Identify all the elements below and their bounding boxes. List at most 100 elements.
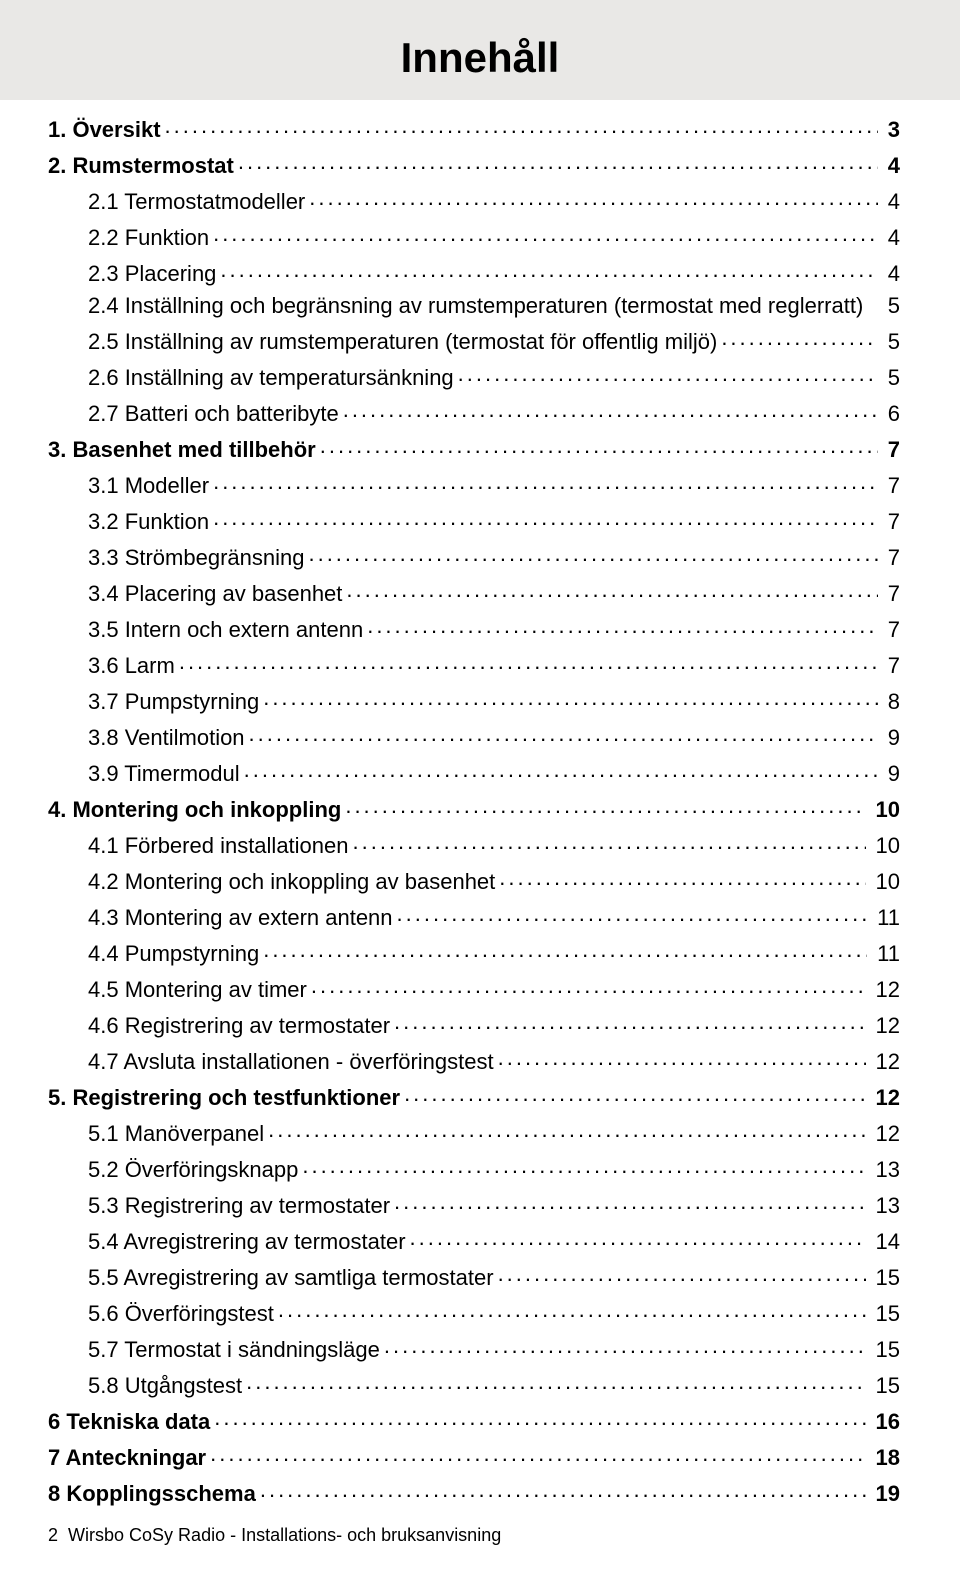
toc-row: 5.6 Överföringstest15 — [48, 1294, 900, 1330]
toc-row: 3.7 Pumpstyrning8 — [48, 682, 900, 718]
toc-label: 2.4 Inställning och begränsning av rumst… — [88, 295, 882, 317]
toc-leader-dots — [165, 115, 878, 137]
toc-label: 6 Tekniska data — [48, 1411, 210, 1433]
toc-leader-dots — [346, 579, 877, 601]
toc-page-number: 11 — [871, 943, 900, 965]
toc-page-number: 15 — [870, 1375, 900, 1397]
toc-page-number: 9 — [882, 763, 900, 785]
toc-row: 2.7 Batteri och batteribyte 6 — [48, 394, 900, 430]
toc-row: 3.1 Modeller 7 — [48, 466, 900, 502]
toc-page-number: 12 — [870, 1051, 900, 1073]
toc-label: 3.2 Funktion — [88, 511, 209, 533]
toc-leader-dots — [394, 1191, 865, 1213]
toc-page-number: 7 — [882, 583, 900, 605]
toc-row: 3.6 Larm 7 — [48, 646, 900, 682]
toc-label: 3.8 Ventilmotion — [88, 727, 245, 749]
toc-leader-dots — [263, 687, 878, 709]
toc-page-number: 6 — [882, 403, 900, 425]
toc-label: 2.1 Termostatmodeller — [88, 191, 305, 213]
toc-page-number: 7 — [882, 655, 900, 677]
toc-row: 5.8 Utgångstest15 — [48, 1366, 900, 1402]
toc-row: 4.1 Förbered installationen10 — [48, 826, 900, 862]
toc-leader-dots — [302, 1155, 865, 1177]
document-page: Innehåll 1. Översikt32. Rumstermostat42.… — [0, 0, 960, 1570]
toc-label: 5.7 Termostat i sändningsläge — [88, 1339, 380, 1361]
toc-page-number: 4 — [882, 155, 900, 177]
toc-leader-dots — [268, 1119, 865, 1141]
toc-leader-dots — [260, 1479, 866, 1501]
toc-row: 3.3 Strömbegränsning7 — [48, 538, 900, 574]
toc-label: 2.5 Inställning av rumstemperaturen (ter… — [88, 331, 717, 353]
toc-label: 2.7 Batteri och batteribyte — [88, 403, 339, 425]
toc-row: 4.5 Montering av timer12 — [48, 970, 900, 1006]
toc-page-number: 4 — [882, 191, 900, 213]
toc-page-number: 3 — [882, 119, 900, 141]
toc-label: 3.1 Modeller — [88, 475, 209, 497]
toc-label: 4.1 Förbered installationen — [88, 835, 349, 857]
toc-row: 3.4 Placering av basenhet7 — [48, 574, 900, 610]
toc-label: 3.7 Pumpstyrning — [88, 691, 259, 713]
toc-row: 5.7 Termostat i sändningsläge 15 — [48, 1330, 900, 1366]
toc-page-number: 15 — [870, 1267, 900, 1289]
toc-row: 4.7 Avsluta installationen - överförings… — [48, 1042, 900, 1078]
toc-label: 3.6 Larm — [88, 655, 175, 677]
toc-row: 4.2 Montering och inkoppling av basenhet… — [48, 862, 900, 898]
toc-page-number: 7 — [882, 619, 900, 641]
toc-row: 4.4 Pumpstyrning11 — [48, 934, 900, 970]
toc-leader-dots — [410, 1227, 866, 1249]
toc-page-number: 13 — [870, 1159, 900, 1181]
toc-row: 5.4 Avregistrering av termostater14 — [48, 1222, 900, 1258]
toc-page-number: 10 — [870, 799, 900, 821]
toc-label: 7 Anteckningar — [48, 1447, 206, 1469]
toc-leader-dots — [498, 1263, 866, 1285]
toc-page-number: 7 — [882, 547, 900, 569]
toc-label: 4.3 Montering av extern antenn — [88, 907, 393, 929]
toc-page-number: 11 — [871, 907, 900, 929]
toc-label: 5. Registrering och testfunktioner — [48, 1087, 400, 1109]
page-title: Innehåll — [0, 34, 960, 82]
toc-leader-dots — [353, 831, 866, 853]
toc-label: 4.7 Avsluta installationen - överförings… — [88, 1051, 494, 1073]
toc-leader-dots — [394, 1011, 865, 1033]
toc-row: 2.5 Inställning av rumstemperaturen (ter… — [48, 322, 900, 358]
toc-leader-dots — [343, 399, 878, 421]
toc-leader-dots — [246, 1371, 865, 1393]
toc-leader-dots — [397, 903, 868, 925]
toc-row: 3.5 Intern och extern antenn7 — [48, 610, 900, 646]
toc-page-number: 7 — [882, 439, 900, 461]
toc-page-number: 12 — [870, 1015, 900, 1037]
toc-row: 3.9 Timermodul9 — [48, 754, 900, 790]
toc-label: 4. Montering och inkoppling — [48, 799, 341, 821]
toc-leader-dots — [499, 867, 865, 889]
toc-page-number: 18 — [870, 1447, 900, 1469]
toc-label: 5.3 Registrering av termostater — [88, 1195, 390, 1217]
toc-page-number: 14 — [870, 1231, 900, 1253]
toc-page-number: 5 — [882, 295, 900, 317]
toc-page-number: 7 — [882, 475, 900, 497]
toc-leader-dots — [498, 1047, 866, 1069]
toc-leader-dots — [320, 435, 878, 457]
toc-label: 5.1 Manöverpanel — [88, 1123, 264, 1145]
toc-leader-dots — [210, 1443, 865, 1465]
toc-leader-dots — [214, 1407, 865, 1429]
toc-row: 7 Anteckningar 18 — [48, 1438, 900, 1474]
toc-leader-dots — [213, 223, 878, 245]
toc-page-number: 15 — [870, 1339, 900, 1361]
toc-leader-dots — [249, 723, 878, 745]
toc-leader-dots — [367, 615, 878, 637]
toc-leader-dots — [458, 363, 878, 385]
toc-row: 1. Översikt 3 — [48, 110, 900, 146]
table-of-contents: 1. Översikt32. Rumstermostat42.1 Termost… — [0, 100, 960, 1510]
toc-leader-dots — [721, 327, 877, 349]
toc-page-number: 12 — [870, 1087, 900, 1109]
toc-page-number: 4 — [882, 263, 900, 285]
toc-row: 2.6 Inställning av temperatursänkning5 — [48, 358, 900, 394]
toc-leader-dots — [220, 259, 877, 281]
toc-label: 1. Översikt — [48, 119, 161, 141]
toc-page-number: 15 — [870, 1303, 900, 1325]
toc-page-number: 5 — [882, 367, 900, 389]
toc-label: 2.2 Funktion — [88, 227, 209, 249]
toc-page-number: 7 — [882, 511, 900, 533]
toc-row: 5.1 Manöverpanel12 — [48, 1114, 900, 1150]
title-band: Innehåll — [0, 0, 960, 100]
